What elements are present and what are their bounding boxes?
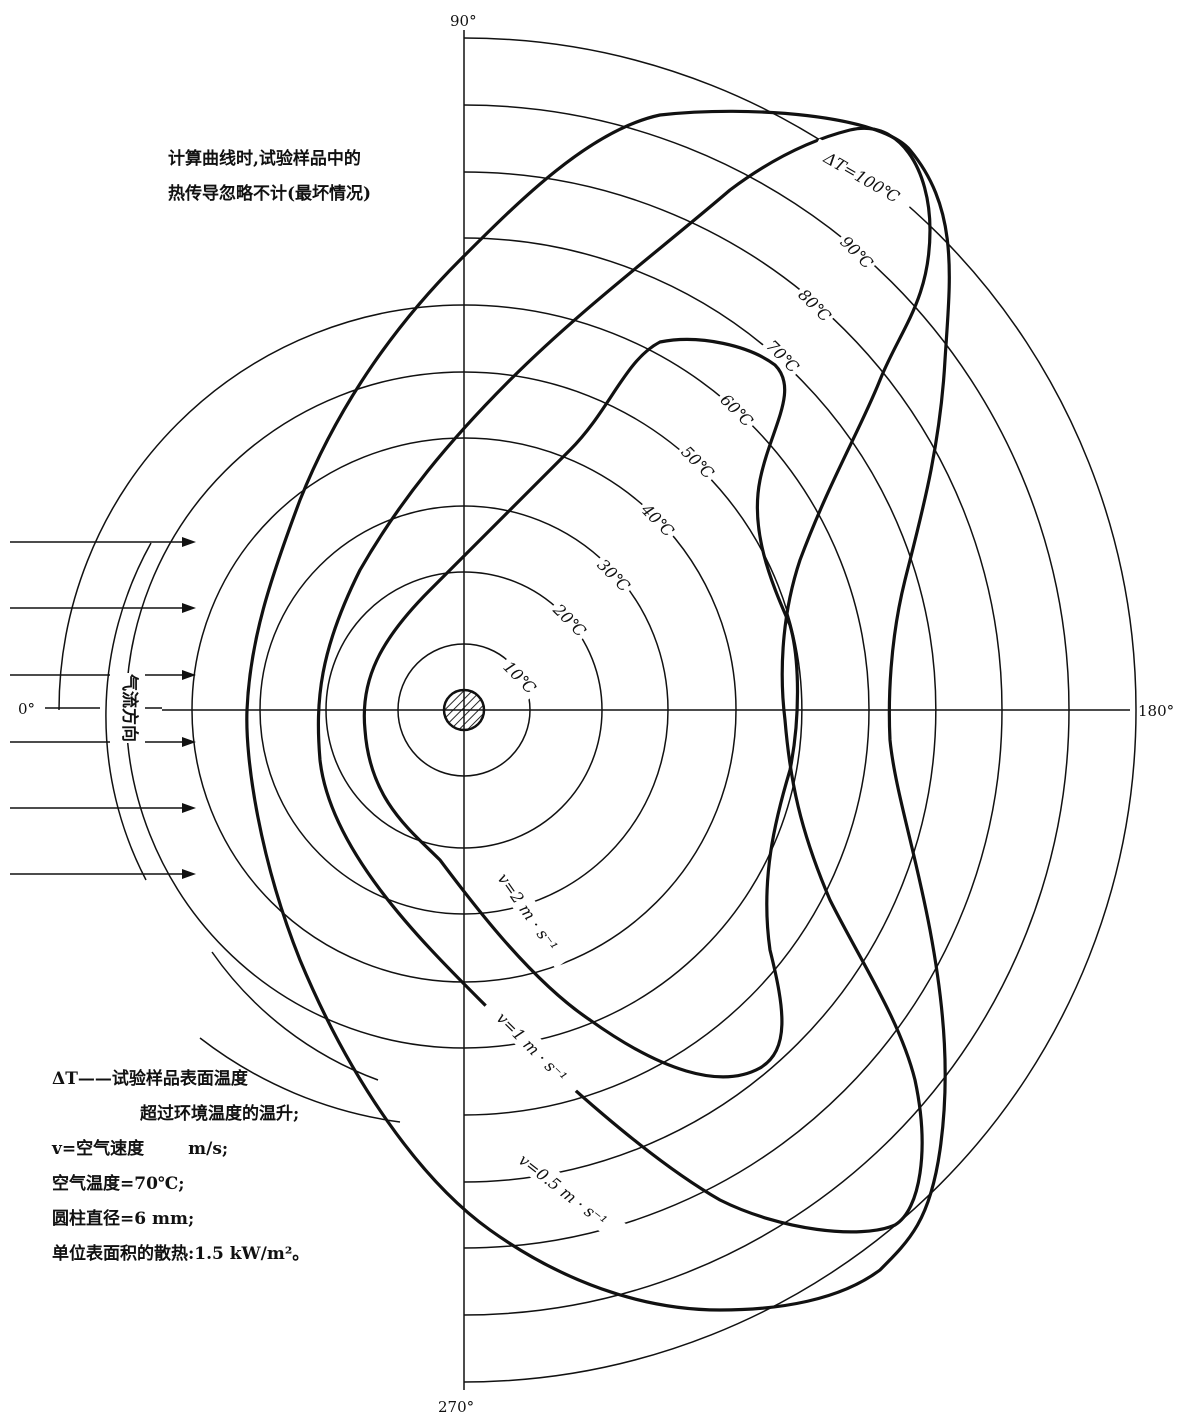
- arrowhead: [182, 737, 196, 747]
- legend-velocity-unit: m/s;: [188, 1139, 229, 1159]
- curve-v-2: [362, 337, 800, 1079]
- airflow-direction-label: 气流方向: [119, 673, 140, 742]
- velocity-label-1: v=1 m · s⁻¹: [493, 1008, 571, 1086]
- legend-block: ΔT——试验样品表面温度 超过环境温度的温升; v=空气速度 m/s; 空气温度=…: [52, 1062, 309, 1272]
- note-line-2: 热传导忽略不计(最坏情况): [168, 184, 372, 204]
- legend-diameter: 圆柱直径=6 mm;: [52, 1209, 195, 1229]
- angle-label-270: 270°: [438, 1398, 474, 1416]
- note-line-1: 计算曲线时,试验样品中的: [168, 149, 361, 169]
- left-arc-70-lower: [199, 1037, 401, 1123]
- arrowhead: [182, 670, 196, 680]
- airflow-direction-label-group: 气流方向: [119, 673, 140, 743]
- angle-label-90: 90°: [450, 12, 477, 30]
- angle-label-180: 180°: [1138, 702, 1174, 720]
- legend-delta-t: ΔT——试验样品表面温度: [52, 1069, 248, 1089]
- airflow-arrows: [10, 537, 196, 879]
- temp-label-delta-t: ΔT=100℃: [820, 148, 903, 207]
- legend-delta-t-cont: 超过环境温度的温升;: [140, 1104, 300, 1124]
- left-arc-60-lower: [211, 951, 379, 1081]
- legend-velocity-row: v=空气速度 m/s;: [52, 1132, 309, 1167]
- cylinder-specimen: [442, 688, 486, 732]
- arrowhead: [182, 603, 196, 613]
- velocity-labels: v=2 m · s⁻¹ v=1 m · s⁻¹ v=0.5 m · s⁻¹: [481, 854, 628, 1243]
- temperature-labels: 10℃ 20℃ 30℃ 40℃ 50℃ 60℃ 70℃ 80℃ 90℃ ΔT=1…: [497, 138, 917, 700]
- curve-v-0-5: [245, 109, 951, 1312]
- legend-heat-dissipation: 单位表面积的散热:1.5 kW/m²。: [52, 1244, 310, 1264]
- angle-label-0: 0°: [18, 700, 35, 718]
- calculation-note: 计算曲线时,试验样品中的 热传导忽略不计(最坏情况): [168, 142, 371, 212]
- left-arc-60-upper: [58, 304, 465, 711]
- legend-velocity: v=空气速度: [52, 1139, 145, 1159]
- left-arc-flow-1: [105, 542, 152, 881]
- arrowhead: [182, 803, 196, 813]
- legend-air-temperature: 空气温度=70℃;: [52, 1174, 185, 1194]
- grid-arc-100: [463, 37, 1137, 1383]
- arrowhead: [182, 869, 196, 879]
- arrowhead: [182, 537, 196, 547]
- curve-v-1: [316, 126, 932, 1234]
- velocity-label-0-5: v=0.5 m · s⁻¹: [515, 1150, 611, 1231]
